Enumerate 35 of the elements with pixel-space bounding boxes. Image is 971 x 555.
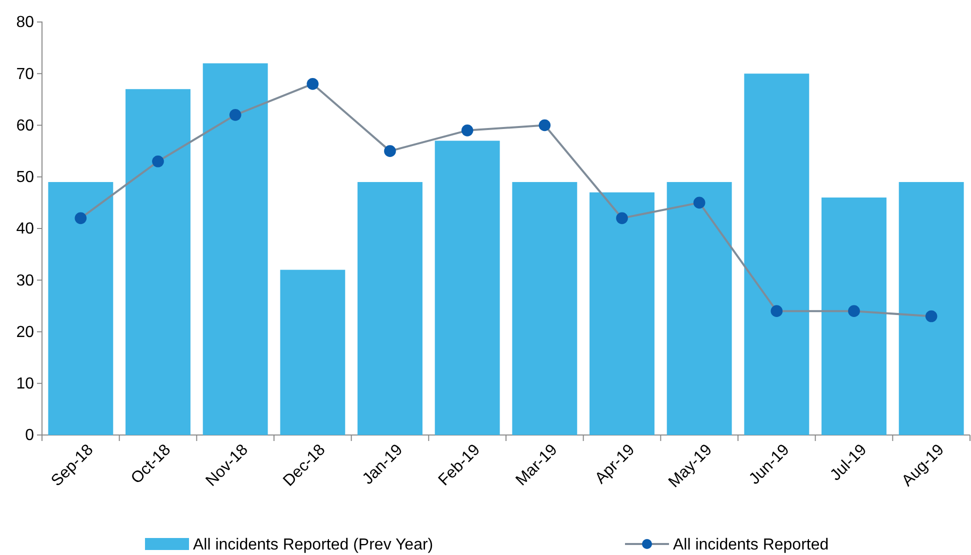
point [152, 155, 164, 168]
bar [126, 89, 190, 435]
bar [358, 182, 422, 435]
point [74, 212, 87, 224]
bar [822, 198, 886, 435]
y-tick-label: 40 [16, 220, 34, 238]
bar [202, 63, 268, 435]
y-tick-label: 50 [16, 168, 34, 186]
y-tick-label: 20 [16, 324, 34, 341]
bar [512, 182, 578, 435]
point [229, 109, 242, 121]
bar [48, 182, 114, 435]
y-tick-label: 10 [16, 375, 34, 392]
y-tick-label: 70 [16, 66, 34, 83]
legend-label: All incidents Reported [673, 536, 829, 554]
bar [590, 192, 654, 435]
point [693, 196, 706, 209]
y-tick-label: 30 [16, 272, 34, 290]
point [848, 305, 860, 318]
point [538, 119, 551, 132]
point [925, 310, 938, 322]
y-tick-label: 60 [16, 117, 34, 134]
point [616, 212, 628, 224]
point [770, 305, 783, 318]
bar [898, 182, 964, 435]
bar [744, 74, 810, 435]
point [461, 124, 474, 136]
legend-label: All incidents Reported (Prev Year) [193, 536, 434, 554]
y-tick-label: 80 [16, 14, 34, 32]
point [306, 78, 319, 90]
bar [434, 140, 500, 435]
y-tick-label: 0 [25, 427, 34, 444]
bar [666, 182, 732, 435]
point [384, 145, 396, 157]
bar [280, 270, 346, 435]
